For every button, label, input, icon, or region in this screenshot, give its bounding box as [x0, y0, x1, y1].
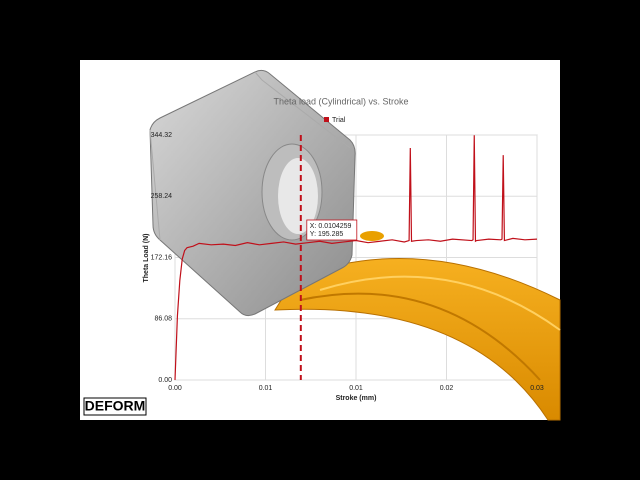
x-tick-label: 0.01 — [259, 385, 273, 392]
x-tick-label: 0.02 — [440, 385, 454, 392]
cutting-tool — [149, 69, 356, 317]
y-tick-label: 258.24 — [151, 193, 173, 200]
logo: DEFORM — [85, 398, 146, 414]
cursor-label: Y: 195.285 — [310, 231, 344, 238]
logo-box: DEFORM — [83, 397, 147, 416]
legend-swatch — [324, 117, 329, 122]
y-axis-label: Theta Load (N) — [143, 234, 150, 283]
chart-title: Theta load (Cylindrical) vs. Stroke — [273, 96, 408, 106]
cursor-box — [306, 219, 358, 241]
x-axis-label: Stroke (mm) — [336, 395, 377, 402]
y-tick-label: 0.00 — [158, 377, 172, 384]
x-tick-label: 0.01 — [349, 385, 363, 392]
y-tick-label: 172.16 — [151, 254, 173, 261]
workpiece — [274, 231, 561, 421]
x-tick-label: 0.03 — [530, 385, 544, 392]
grid — [174, 134, 538, 381]
data-line — [174, 135, 538, 381]
x-tick-label: 0.00 — [168, 385, 182, 392]
legend-label: Trial — [332, 117, 346, 124]
y-tick-label: 344.32 — [151, 132, 173, 139]
y-tick-label: 86.08 — [154, 316, 172, 323]
cursor-label: X: 0.0104259 — [310, 223, 352, 230]
